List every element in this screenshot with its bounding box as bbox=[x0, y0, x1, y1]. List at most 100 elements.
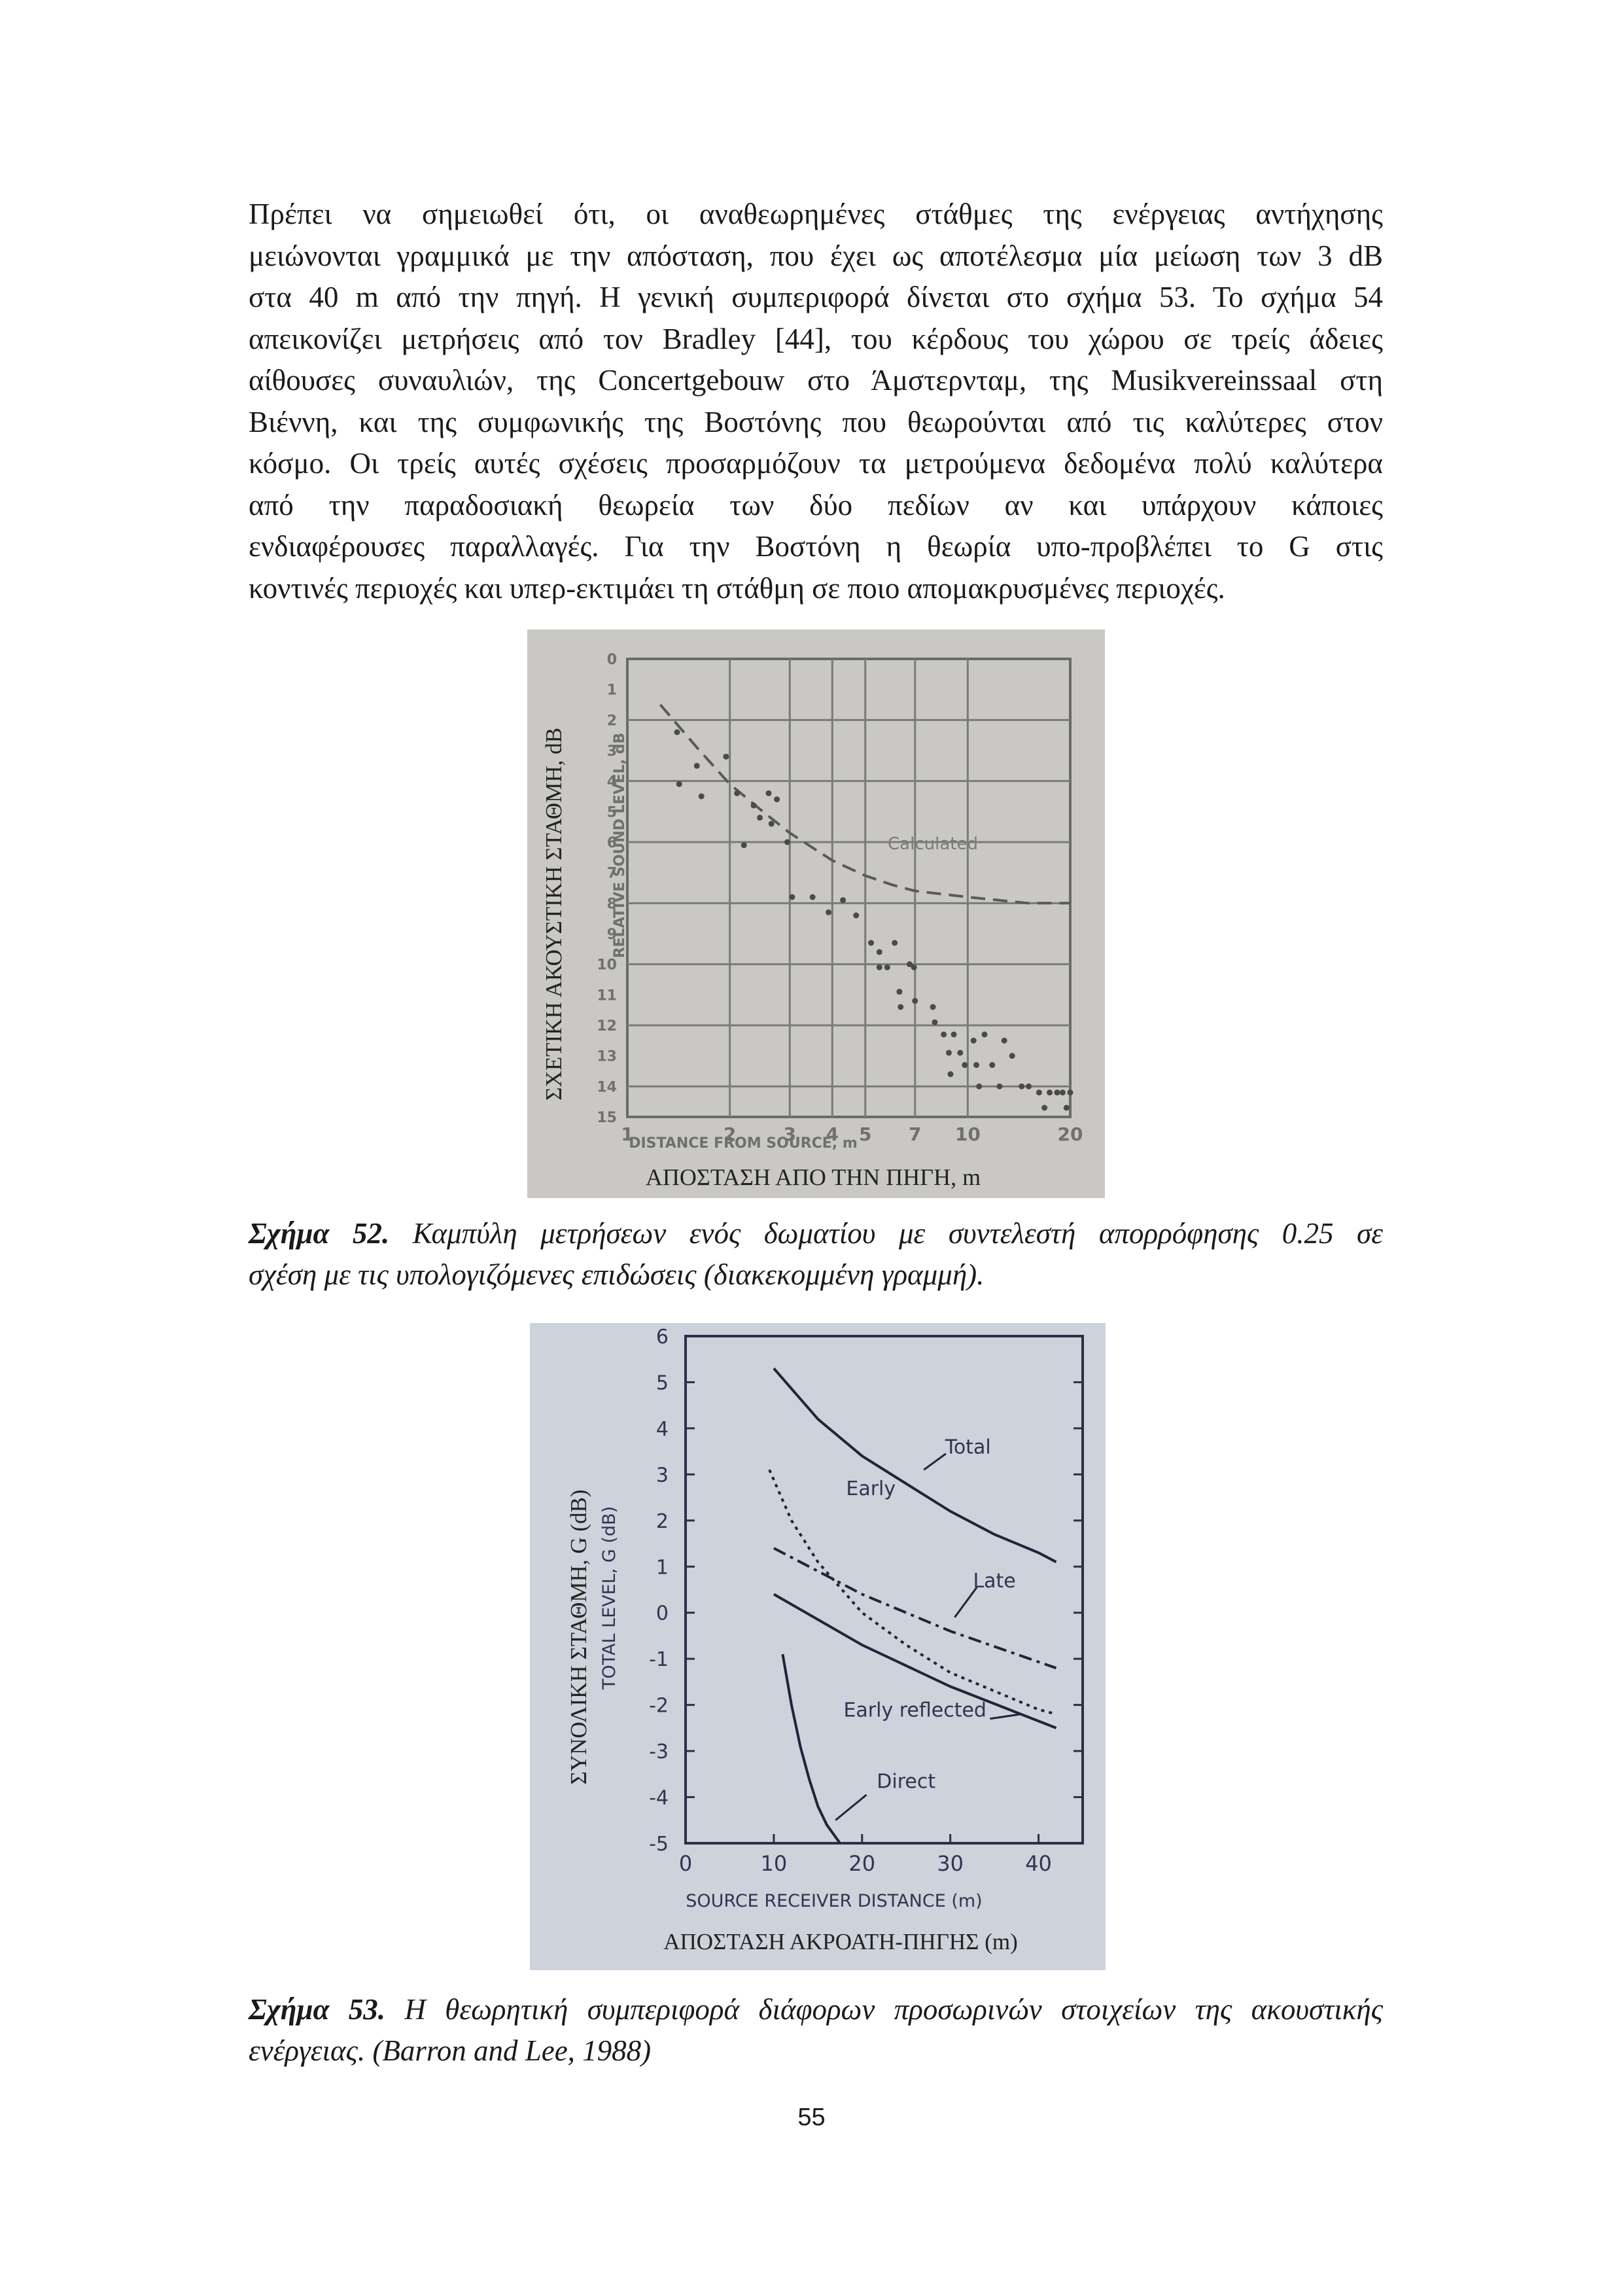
y-tick-label: 5 bbox=[607, 804, 617, 821]
measured-point bbox=[962, 1062, 968, 1069]
y-axis-label-greek: ΣΥΝΟΛΙΚΗ ΣΤΑΘΜΗ, G (dB) bbox=[566, 1489, 591, 1784]
measured-point bbox=[1001, 1037, 1007, 1044]
y-tick-label: -2 bbox=[649, 1695, 669, 1718]
series-line-early bbox=[768, 1469, 1057, 1716]
calculated-curve bbox=[659, 703, 1070, 905]
measured-point bbox=[1059, 1089, 1066, 1096]
series-line-early-reflected bbox=[773, 1593, 1057, 1729]
x-tick-label: 2 bbox=[724, 1123, 736, 1145]
measured-point bbox=[1063, 1104, 1070, 1111]
measured-point bbox=[853, 912, 860, 919]
plot-frame bbox=[684, 1335, 1084, 1845]
measured-point bbox=[676, 781, 682, 787]
measured-point bbox=[774, 796, 780, 803]
x-tick-label: 30 bbox=[937, 1851, 964, 1876]
figure-53: ΣΥΝΟΛΙΚΗ ΣΤΑΘΜΗ, G (dB) TOTAL LEVEL, G (… bbox=[530, 1323, 1106, 1970]
x-tick-label: 0 bbox=[679, 1851, 692, 1876]
body-line: απεικονίζει μετρήσεις από τον Bradley [4… bbox=[249, 322, 1383, 355]
measured-point bbox=[723, 753, 729, 760]
y-axis-label-english: TOTAL LEVEL, G (dB) bbox=[599, 1506, 620, 1690]
measured-point bbox=[892, 940, 898, 946]
x-tick-label: 4 bbox=[826, 1123, 839, 1145]
measured-point bbox=[932, 1019, 938, 1025]
measured-point bbox=[911, 964, 917, 970]
y-tick-label: 0 bbox=[656, 1602, 669, 1625]
caption-text: Καμπύλη μετρήσεων ενός δωματίου με συντε… bbox=[389, 1217, 1383, 1250]
measured-point bbox=[809, 894, 816, 900]
measured-point bbox=[1036, 1089, 1042, 1096]
body-line: ενδιαφέρουσες παραλλαγές. Για την Βοστόν… bbox=[249, 530, 1383, 563]
series-line-direct bbox=[781, 1653, 841, 1845]
x-axis-label-greek: ΑΠΟΣΤΑΣΗ ΑΚΡΟΑΤΗ-ΠΗΓΗΣ (m) bbox=[663, 1929, 1018, 1954]
measured-point bbox=[981, 1031, 988, 1038]
y-tick-label: 0 bbox=[607, 652, 617, 668]
body-line: κόσμο. Οι τρείς αυτές σχέσεις προσαρμόζο… bbox=[249, 447, 1383, 480]
caption-text: ενέργειας. (Barron and Lee, 1988) bbox=[249, 2034, 652, 2067]
y-tick-label: 6 bbox=[656, 1326, 669, 1349]
measured-point bbox=[789, 894, 795, 900]
measured-point bbox=[1019, 1083, 1025, 1089]
y-tick-label: 3 bbox=[656, 1464, 669, 1487]
body-line: αίθουσες συναυλιών, της Concertgebouw στ… bbox=[249, 364, 1383, 397]
series-label-direct: Direct bbox=[877, 1770, 935, 1793]
x-tick-label: 20 bbox=[848, 1851, 875, 1876]
calculated-curve-label: Calculated bbox=[888, 834, 978, 854]
x-tick-label: 3 bbox=[784, 1123, 796, 1145]
measured-point bbox=[947, 1071, 954, 1078]
x-axis-label-english: DISTANCE FROM SOURCE, m bbox=[629, 1135, 858, 1152]
y-tick-label: -4 bbox=[649, 1787, 669, 1810]
measured-point bbox=[784, 839, 790, 845]
series-label-late: Late bbox=[973, 1570, 1015, 1593]
y-tick-label: -3 bbox=[649, 1740, 669, 1763]
measured-point bbox=[1041, 1104, 1048, 1111]
y-tick-label: 4 bbox=[607, 774, 617, 790]
y-axis-label-english: RELATIVE SOUND LEVEL, dB bbox=[612, 733, 628, 959]
measured-point bbox=[868, 940, 875, 946]
y-tick-label: 3 bbox=[607, 743, 617, 760]
x-tick-label: 40 bbox=[1025, 1851, 1052, 1876]
measured-point bbox=[768, 821, 775, 827]
y-tick-label: 1 bbox=[607, 682, 617, 699]
x-tick-label: 10 bbox=[761, 1851, 788, 1876]
figure-52-chart: ΣΧΕΤΙΚΗ ΑΚΟΥΣΤΙΚΗ ΣΤΑΘΜΗ, dB RELATIVE SO… bbox=[541, 652, 1083, 1190]
measured-point bbox=[757, 815, 763, 821]
y-tick-label: -5 bbox=[649, 1833, 669, 1856]
series-label-early: Early bbox=[846, 1477, 896, 1500]
measured-point bbox=[765, 790, 772, 796]
measured-point bbox=[876, 949, 882, 955]
body-line: μειώνονται γραμμικά με την απόσταση, που… bbox=[249, 239, 1383, 272]
measured-point bbox=[876, 964, 882, 970]
measured-point bbox=[957, 1050, 964, 1056]
y-tick-label: 1 bbox=[656, 1556, 669, 1579]
body-line: Βιέννη, και της συμφωνικής της Βοστόνης … bbox=[249, 405, 1383, 438]
measured-point bbox=[674, 729, 680, 735]
caption-text: Η θεωρητική συμπεριφορά διάφορων προσωρι… bbox=[385, 1993, 1383, 2026]
y-tick-label: 14 bbox=[597, 1079, 617, 1095]
measured-point bbox=[945, 1050, 952, 1056]
x-tick-label: 20 bbox=[1058, 1123, 1083, 1145]
measured-point bbox=[941, 1031, 947, 1038]
body-line: Πρέπει να σημειωθεί ότι, οι αναθεωρημένε… bbox=[249, 198, 1383, 230]
body-paragraph: Πρέπει να σημειωθεί ότι, οι αναθεωρημένε… bbox=[249, 194, 1383, 609]
y-tick-label: 9 bbox=[607, 927, 617, 943]
early-reflected-leader-line bbox=[990, 1713, 1021, 1720]
late-leader-line bbox=[954, 1587, 978, 1618]
measured-point bbox=[907, 961, 913, 968]
measured-point bbox=[912, 998, 918, 1004]
x-axis-label-greek: ΑΠΟΣΤΑΣΗ ΑΠΟ ΤΗΝ ΠΗΓΗ, m bbox=[646, 1164, 981, 1190]
figure-53-caption: Σχήμα 53. Η θεωρητική συμπεριφορά διάφορ… bbox=[249, 1989, 1383, 2072]
page-number: 55 bbox=[797, 2104, 826, 2131]
caption-label: Σχήμα 53. bbox=[249, 1993, 386, 2026]
direct-leader-line bbox=[835, 1793, 867, 1821]
y-tick-label: 4 bbox=[656, 1418, 669, 1441]
y-tick-label: 13 bbox=[597, 1049, 617, 1065]
measured-point bbox=[970, 1037, 977, 1044]
measured-point bbox=[1047, 1089, 1053, 1096]
measured-point bbox=[826, 909, 832, 915]
body-line: στα 40 m από την πηγή. Η γενική συμπεριφ… bbox=[249, 281, 1383, 313]
y-tick-label: -1 bbox=[649, 1648, 669, 1671]
body-line: κοντινές περιοχές και υπερ-εκτιμάει τη σ… bbox=[249, 571, 1225, 605]
y-axis-label-greek: ΣΧΕΤΙΚΗ ΑΚΟΥΣΤΙΚΗ ΣΤΑΘΜΗ, dB bbox=[541, 728, 567, 1101]
measured-point bbox=[693, 762, 700, 769]
caption-label: Σχήμα 52. bbox=[249, 1217, 390, 1250]
